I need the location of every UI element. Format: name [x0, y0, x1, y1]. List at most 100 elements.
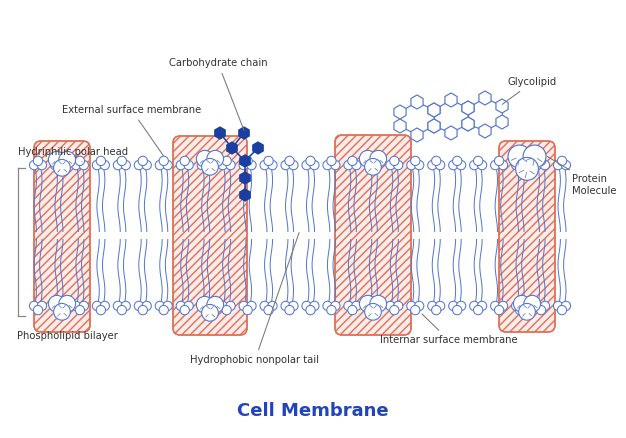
Circle shape: [302, 301, 311, 311]
Circle shape: [352, 301, 361, 311]
Circle shape: [58, 301, 68, 311]
Circle shape: [113, 160, 123, 170]
Circle shape: [281, 160, 290, 170]
Circle shape: [289, 160, 298, 170]
Polygon shape: [239, 127, 249, 139]
Circle shape: [29, 160, 39, 170]
Circle shape: [511, 160, 521, 170]
Circle shape: [370, 295, 387, 312]
Circle shape: [268, 160, 277, 170]
Circle shape: [372, 301, 382, 311]
Circle shape: [562, 160, 570, 170]
Circle shape: [92, 160, 101, 170]
Circle shape: [54, 304, 70, 320]
Circle shape: [268, 301, 277, 311]
Circle shape: [29, 301, 39, 311]
Circle shape: [218, 160, 227, 170]
Circle shape: [359, 295, 376, 312]
Circle shape: [348, 156, 357, 166]
Circle shape: [59, 152, 76, 168]
Circle shape: [453, 156, 462, 166]
Text: Glycolipid: Glycolipid: [502, 77, 557, 104]
Circle shape: [100, 160, 110, 170]
Polygon shape: [240, 172, 250, 184]
Circle shape: [431, 156, 441, 166]
Polygon shape: [215, 127, 225, 139]
Circle shape: [58, 160, 68, 170]
Circle shape: [100, 301, 110, 311]
Text: Carbohydrate chain: Carbohydrate chain: [168, 58, 267, 131]
Circle shape: [456, 301, 466, 311]
Circle shape: [197, 297, 213, 313]
Circle shape: [138, 156, 148, 166]
Circle shape: [163, 160, 172, 170]
Circle shape: [310, 301, 319, 311]
Circle shape: [71, 160, 81, 170]
Circle shape: [495, 305, 504, 315]
Text: Hydrophobic nonpolar tail: Hydrophobic nonpolar tail: [190, 233, 319, 365]
Polygon shape: [462, 101, 474, 115]
Circle shape: [239, 160, 249, 170]
Circle shape: [516, 157, 538, 180]
Circle shape: [243, 156, 252, 166]
Circle shape: [142, 301, 151, 311]
Circle shape: [180, 156, 190, 166]
FancyBboxPatch shape: [173, 136, 247, 335]
Circle shape: [436, 301, 445, 311]
Circle shape: [520, 160, 528, 170]
Circle shape: [184, 301, 193, 311]
Polygon shape: [428, 103, 440, 117]
Circle shape: [513, 295, 530, 312]
Circle shape: [205, 160, 214, 170]
Circle shape: [38, 160, 46, 170]
Circle shape: [491, 301, 500, 311]
Circle shape: [207, 297, 223, 313]
Circle shape: [218, 301, 227, 311]
Circle shape: [243, 305, 252, 315]
Circle shape: [306, 156, 315, 166]
Circle shape: [176, 301, 185, 311]
Circle shape: [197, 301, 207, 311]
Circle shape: [389, 305, 399, 315]
Circle shape: [386, 160, 395, 170]
Circle shape: [48, 295, 65, 312]
Circle shape: [260, 301, 269, 311]
Circle shape: [38, 301, 46, 311]
Circle shape: [557, 305, 567, 315]
Circle shape: [473, 156, 483, 166]
Circle shape: [285, 305, 294, 315]
Circle shape: [310, 160, 319, 170]
Circle shape: [323, 301, 332, 311]
Polygon shape: [253, 142, 263, 154]
Circle shape: [92, 301, 101, 311]
Polygon shape: [394, 119, 406, 133]
Circle shape: [121, 160, 130, 170]
Circle shape: [222, 156, 231, 166]
Circle shape: [75, 156, 85, 166]
Circle shape: [226, 160, 235, 170]
Circle shape: [201, 305, 210, 315]
Circle shape: [117, 156, 126, 166]
Circle shape: [247, 160, 256, 170]
Circle shape: [134, 301, 143, 311]
Circle shape: [331, 160, 340, 170]
Circle shape: [75, 305, 85, 315]
Circle shape: [113, 301, 123, 311]
Circle shape: [180, 305, 190, 315]
Circle shape: [364, 159, 381, 175]
Circle shape: [449, 301, 458, 311]
Circle shape: [372, 160, 382, 170]
Circle shape: [331, 301, 340, 311]
Circle shape: [222, 305, 231, 315]
Circle shape: [515, 156, 525, 166]
Circle shape: [197, 160, 207, 170]
Circle shape: [205, 301, 214, 311]
Circle shape: [197, 150, 213, 167]
Circle shape: [411, 305, 420, 315]
Circle shape: [365, 301, 374, 311]
Polygon shape: [411, 128, 423, 142]
Circle shape: [533, 301, 541, 311]
Circle shape: [176, 160, 185, 170]
Circle shape: [386, 301, 395, 311]
Polygon shape: [479, 124, 491, 138]
